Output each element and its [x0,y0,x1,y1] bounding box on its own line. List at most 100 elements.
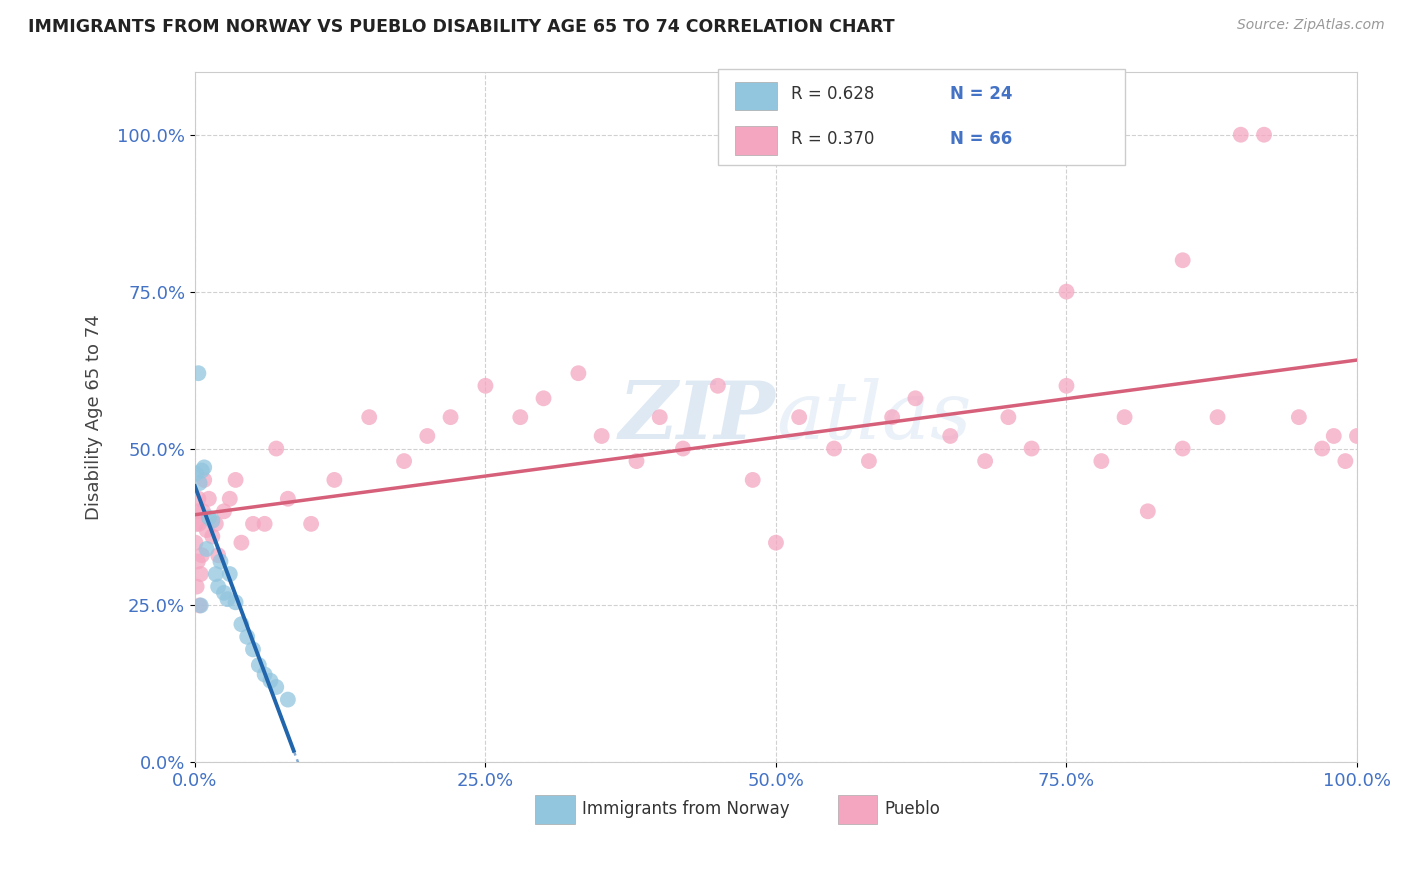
Point [184,535,207,549]
Point [191,463,214,477]
Point [187,491,209,506]
Text: atlas: atlas [776,378,972,456]
Point [904,392,927,406]
Text: ZIP: ZIP [619,378,776,456]
Point [193,460,215,475]
Point [741,473,763,487]
Text: IMMIGRANTS FROM NORWAY VS PUEBLO DISABILITY AGE 65 TO 74 CORRELATION CHART: IMMIGRANTS FROM NORWAY VS PUEBLO DISABIL… [28,18,894,36]
Point [765,535,787,549]
Point [1056,378,1078,392]
Point [253,516,276,531]
Point [218,567,240,582]
Point [858,454,880,468]
Point [277,491,299,506]
Point [533,392,555,406]
Point [1090,454,1112,468]
Point [591,429,613,443]
Point [439,410,461,425]
Point [1136,504,1159,518]
Point [1171,253,1194,268]
Point [193,473,215,487]
Point [648,410,671,425]
Point [231,617,253,632]
FancyBboxPatch shape [735,127,778,155]
Point [474,378,496,392]
Text: Source: ZipAtlas.com: Source: ZipAtlas.com [1237,18,1385,32]
Point [184,516,207,531]
Point [188,476,211,491]
Point [186,580,208,594]
Text: R = 0.370: R = 0.370 [792,130,875,148]
Point [195,523,218,537]
Point [188,516,211,531]
Point [201,529,224,543]
Point [997,410,1019,425]
Point [184,467,207,481]
Point [1346,429,1368,443]
Point [359,410,381,425]
Text: R = 0.628: R = 0.628 [792,86,875,103]
Text: N = 24: N = 24 [950,86,1012,103]
Point [195,541,218,556]
Point [201,514,224,528]
Point [1021,442,1043,456]
Point [191,548,214,562]
Point [626,454,648,468]
Point [231,535,253,549]
Point [225,473,247,487]
Point [242,516,264,531]
Point [217,592,239,607]
Point [205,516,228,531]
Point [882,410,904,425]
Point [247,658,270,673]
Point [191,504,214,518]
Point [567,366,589,380]
Point [218,491,240,506]
Point [225,595,247,609]
Point [823,442,845,456]
Point [253,667,276,681]
Point [277,692,299,706]
Text: Pueblo: Pueblo [884,800,939,818]
Point [323,473,346,487]
FancyBboxPatch shape [838,795,877,824]
Point [186,504,208,518]
Point [672,442,695,456]
Point [509,410,531,425]
Point [212,586,235,600]
Point [198,491,221,506]
Y-axis label: Disability Age 65 to 74: Disability Age 65 to 74 [86,314,103,520]
FancyBboxPatch shape [735,82,778,110]
Point [392,454,415,468]
Point [207,548,229,562]
Point [1229,128,1251,142]
Point [209,554,232,568]
Point [198,510,221,524]
Text: N = 66: N = 66 [950,130,1012,148]
Point [1056,285,1078,299]
Point [1171,442,1194,456]
Point [190,567,212,582]
Point [1206,410,1229,425]
Point [787,410,810,425]
Point [416,429,439,443]
Point [187,554,209,568]
Point [1323,429,1346,443]
Point [1310,442,1333,456]
Point [187,366,209,380]
Point [264,680,287,694]
Point [1114,410,1136,425]
Point [299,516,322,531]
Text: Immigrants from Norway: Immigrants from Norway [582,800,790,818]
Point [212,504,235,518]
Point [707,378,730,392]
Point [1253,128,1275,142]
Point [242,642,264,657]
Point [259,673,281,688]
FancyBboxPatch shape [536,795,575,824]
Point [205,567,228,582]
Point [1288,410,1310,425]
Point [236,630,259,644]
Point [264,442,287,456]
Point [1334,454,1357,468]
